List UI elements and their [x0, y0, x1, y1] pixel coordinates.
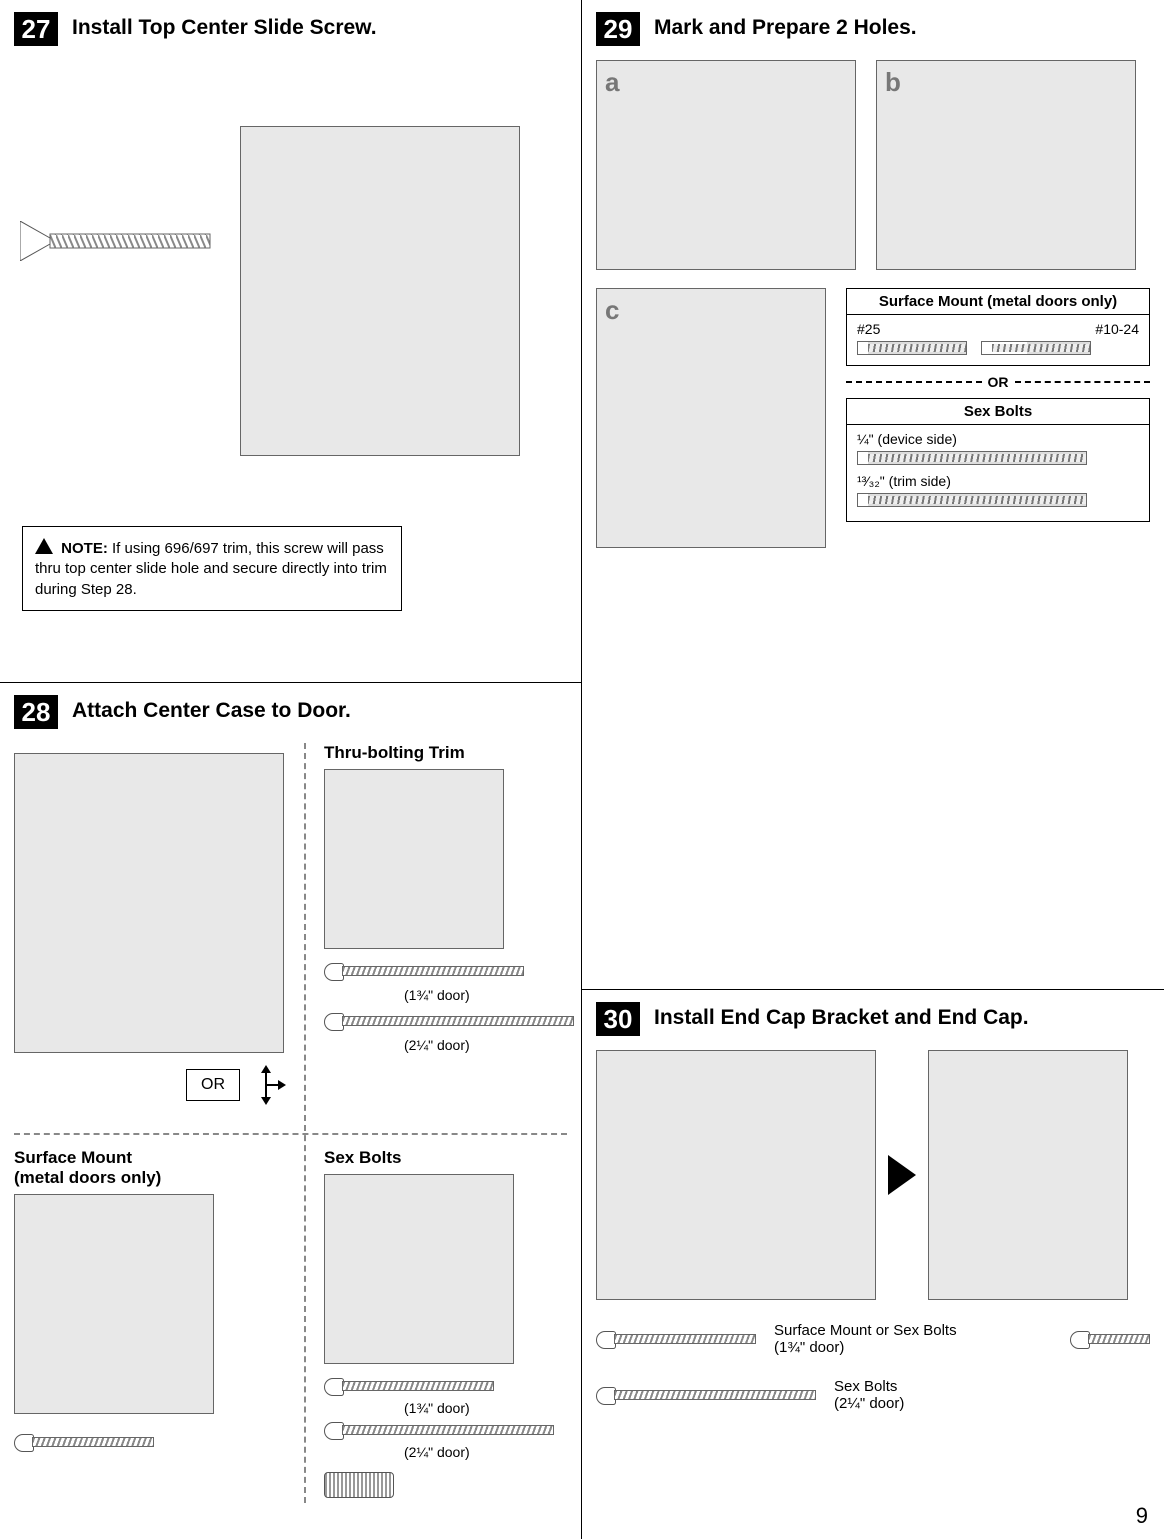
page-number: 9 — [1136, 1503, 1148, 1529]
screw-label-1a: Surface Mount or Sex Bolts — [774, 1322, 957, 1339]
step-header: 28 Attach Center Case to Door. — [14, 695, 567, 729]
screw-icon — [324, 1013, 574, 1029]
or-label: OR — [988, 374, 1009, 390]
step-27: 27 Install Top Center Slide Screw. — [0, 0, 581, 683]
step28-figure-main — [14, 753, 284, 1053]
tap-size-1024: #10-24 — [1095, 321, 1139, 337]
arrow-right-icon — [888, 1155, 916, 1195]
or-divider: OR — [846, 374, 1150, 390]
dim-134: (1¾" door) — [404, 1400, 574, 1416]
step-28: 28 Attach Center Case to Door. Thru-bolt… — [0, 683, 581, 1539]
screw-icon — [324, 1422, 554, 1438]
panel-letter: c — [605, 295, 619, 326]
note-callout: NOTE: If using 696/697 trim, this screw … — [22, 526, 402, 611]
step-title: Attach Center Case to Door. — [72, 695, 351, 723]
step-29: 29 Mark and Prepare 2 Holes. a b c Surfa… — [582, 0, 1164, 990]
step30-figure-bracket — [596, 1050, 876, 1300]
step-title: Install Top Center Slide Screw. — [72, 12, 377, 40]
screw-icon — [324, 963, 524, 979]
table-title: Surface Mount (metal doors only) — [847, 289, 1149, 315]
flathead-screw-icon — [20, 221, 220, 261]
drill-size-25: #25 — [857, 321, 880, 337]
step29-panel-c: c — [596, 288, 826, 548]
drill-bit-icon — [857, 341, 967, 355]
panel-letter: b — [885, 67, 901, 98]
step27-figure — [240, 126, 520, 456]
or-label: OR — [186, 1069, 240, 1101]
short-screw-icon — [1070, 1331, 1150, 1347]
step-title: Install End Cap Bracket and End Cap. — [654, 1002, 1029, 1030]
step29-panel-b: b — [876, 60, 1136, 270]
drill-bit-icon — [857, 451, 1087, 465]
screw-icon — [596, 1387, 816, 1403]
step28-figure-surface — [14, 1194, 214, 1414]
divider-horizontal-dashed — [14, 1133, 567, 1135]
divider-vertical-dashed — [304, 743, 306, 1503]
step28-figure-sexbolts — [324, 1174, 514, 1364]
warning-icon — [35, 538, 53, 554]
sleeve-icon — [324, 1472, 394, 1498]
or-arrows-icon — [246, 1065, 286, 1105]
step-title: Mark and Prepare 2 Holes. — [654, 12, 917, 40]
tap-icon — [981, 341, 1091, 355]
step-header: 30 Install End Cap Bracket and End Cap. — [596, 1002, 1150, 1036]
device-side-label: ¼" (device side) — [857, 431, 1139, 447]
note-label: NOTE: — [61, 540, 108, 557]
surface-mount-table: Surface Mount (metal doors only) #25 #10… — [846, 288, 1150, 366]
step30-figure-endcap — [928, 1050, 1128, 1300]
dim-214: (2¼" door) — [404, 1037, 574, 1053]
step-header: 29 Mark and Prepare 2 Holes. — [596, 12, 1150, 46]
screw-label-2b: (2¼" door) — [834, 1395, 904, 1412]
table-title: Sex Bolts — [847, 399, 1149, 425]
step-header: 27 Install Top Center Slide Screw. — [14, 12, 567, 46]
screw-label-2a: Sex Bolts — [834, 1378, 904, 1395]
thru-bolting-label: Thru-bolting Trim — [324, 743, 574, 763]
trim-side-label: ¹³⁄₃₂" (trim side) — [857, 473, 1139, 489]
step-number-badge: 29 — [596, 12, 640, 46]
dim-214: (2¼" door) — [404, 1444, 574, 1460]
step-30: 30 Install End Cap Bracket and End Cap. … — [582, 990, 1164, 1432]
step-number-badge: 30 — [596, 1002, 640, 1036]
panel-letter: a — [605, 67, 619, 98]
step29-panel-a: a — [596, 60, 856, 270]
screw-icon — [596, 1331, 756, 1347]
dim-134: (1¾" door) — [404, 987, 574, 1003]
screw-icon — [324, 1378, 494, 1394]
surface-mount-label: Surface Mount (metal doors only) — [14, 1148, 284, 1188]
step-number-badge: 27 — [14, 12, 58, 46]
drill-bit-icon — [857, 493, 1087, 507]
screw-icon — [14, 1434, 154, 1450]
step-number-badge: 28 — [14, 695, 58, 729]
sex-bolts-table: Sex Bolts ¼" (device side) ¹³⁄₃₂" (trim … — [846, 398, 1150, 522]
sex-bolts-label: Sex Bolts — [324, 1148, 574, 1168]
step28-figure-thru — [324, 769, 504, 949]
screw-label-1b: (1¾" door) — [774, 1339, 957, 1356]
screw-illustration — [20, 221, 220, 261]
